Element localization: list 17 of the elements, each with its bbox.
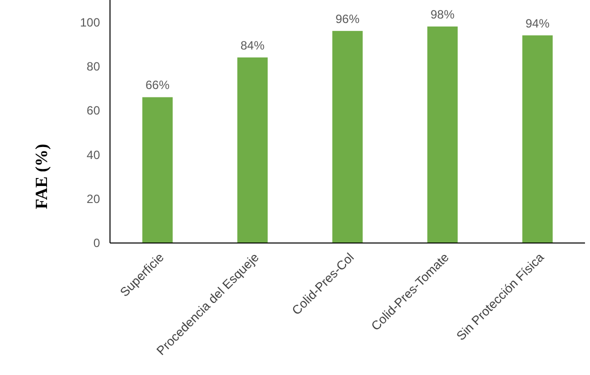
bar bbox=[142, 97, 173, 243]
y-tick-label: 40 bbox=[86, 148, 100, 162]
y-tick-label: 60 bbox=[86, 104, 100, 118]
bar bbox=[332, 30, 363, 243]
y-axis-title: FAE (%) bbox=[32, 144, 51, 210]
data-label: 96% bbox=[335, 12, 360, 26]
bar bbox=[427, 26, 458, 243]
bar bbox=[237, 57, 268, 243]
y-tick-label: 20 bbox=[86, 192, 100, 206]
data-label: 98% bbox=[430, 8, 455, 22]
data-label: 94% bbox=[525, 16, 550, 30]
y-tick-label: 100 bbox=[80, 15, 100, 30]
y-tick-label: 80 bbox=[86, 59, 100, 74]
y-tick-label: 0 bbox=[93, 236, 100, 250]
data-label: 84% bbox=[240, 38, 265, 52]
data-label: 66% bbox=[145, 78, 170, 92]
bar bbox=[522, 35, 553, 243]
